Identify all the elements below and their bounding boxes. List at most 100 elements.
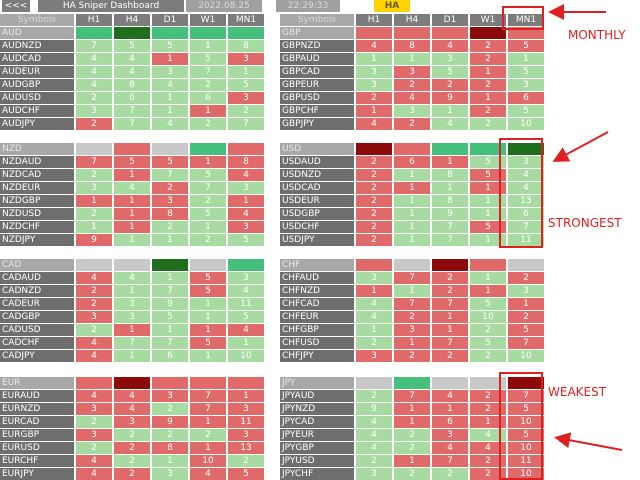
- table-row[interactable]: JPYUSD 2 1 7 2 11: [280, 455, 550, 467]
- table-row[interactable]: CHFGBP 1 3 1 2 5: [280, 324, 550, 336]
- table-row[interactable]: AUDCAD 4 4 1 5 3: [0, 53, 270, 65]
- table-row[interactable]: NZDJPY 9 1 1 2 5: [0, 234, 270, 246]
- symbol-label[interactable]: GBPEUR: [280, 79, 354, 91]
- table-row[interactable]: AUDUSD 2 6 1 6 3: [0, 92, 270, 104]
- symbol-label[interactable]: AUDCAD: [0, 53, 74, 65]
- symbol-label[interactable]: CHFGBP: [280, 324, 354, 336]
- table-row[interactable]: CHFUSD 2 1 7 5 7: [280, 337, 550, 349]
- symbol-label[interactable]: JPYEUR: [280, 429, 354, 441]
- table-row[interactable]: JPYCHF 3 2 2 2 10: [280, 468, 550, 480]
- table-row[interactable]: GBPUSD 2 4 9 1 6: [280, 92, 550, 104]
- table-row[interactable]: CHFCAD 4 7 7 5 1: [280, 298, 550, 310]
- symbol-label[interactable]: NZDCAD: [0, 169, 74, 181]
- symbol-label[interactable]: USDEUR: [280, 195, 354, 207]
- symbol-label[interactable]: JPYGBP: [280, 442, 354, 454]
- table-row[interactable]: JPYGBP 4 2 4 4 10: [280, 442, 550, 454]
- table-row[interactable]: CADGBP 3 3 5 1 5: [0, 311, 270, 323]
- symbol-label[interactable]: CHFNZD: [280, 285, 354, 297]
- symbol-label[interactable]: USDJPY: [280, 234, 354, 246]
- symbol-label[interactable]: GBPCHF: [280, 105, 354, 117]
- symbol-label[interactable]: AUDGBP: [0, 79, 74, 91]
- table-row[interactable]: CADAUD 4 4 1 5 3: [0, 272, 270, 284]
- table-row[interactable]: USDJPY 2 1 7 1 11: [280, 234, 550, 246]
- symbol-label[interactable]: JPYCAD: [280, 416, 354, 428]
- table-row[interactable]: GBPCAD 3 3 5 1 5: [280, 66, 550, 78]
- table-row[interactable]: CHFNZD 1 1 2 1 3: [280, 285, 550, 297]
- symbol-label[interactable]: CHFAUD: [280, 272, 354, 284]
- symbol-label[interactable]: USDGBP: [280, 208, 354, 220]
- table-row[interactable]: EURCHF 4 2 1 10 2: [0, 455, 270, 467]
- symbol-label[interactable]: GBPJPY: [280, 118, 354, 130]
- symbol-label[interactable]: CHFEUR: [280, 311, 354, 323]
- table-row[interactable]: CHFEUR 4 2 1 10 2: [280, 311, 550, 323]
- symbol-label[interactable]: USDNZD: [280, 169, 354, 181]
- table-row[interactable]: CADUSD 2 1 1 1 4: [0, 324, 270, 336]
- symbol-label[interactable]: CADNZD: [0, 285, 74, 297]
- symbol-label[interactable]: AUDCHF: [0, 105, 74, 117]
- table-row[interactable]: NZDAUD 7 5 5 1 8: [0, 156, 270, 168]
- table-row[interactable]: NZDUSD 2 1 8 5 4: [0, 208, 270, 220]
- symbol-label[interactable]: EURNZD: [0, 403, 74, 415]
- symbol-label[interactable]: GBPCAD: [280, 66, 354, 78]
- symbol-label[interactable]: EURAUD: [0, 390, 74, 402]
- symbol-label[interactable]: EURUSD: [0, 442, 74, 454]
- symbol-label[interactable]: EURCAD: [0, 416, 74, 428]
- table-row[interactable]: EURAUD 4 4 3 7 1: [0, 390, 270, 402]
- symbol-label[interactable]: CADJPY: [0, 350, 74, 362]
- symbol-label[interactable]: NZDAUD: [0, 156, 74, 168]
- table-row[interactable]: CADCHF 4 7 7 5 1: [0, 337, 270, 349]
- symbol-label[interactable]: NZDGBP: [0, 195, 74, 207]
- table-row[interactable]: AUDNZD 7 5 5 1 8: [0, 40, 270, 52]
- symbol-label[interactable]: USDCHF: [280, 221, 354, 233]
- table-row[interactable]: JPYAUD 2 7 4 2 7: [280, 390, 550, 402]
- symbol-label[interactable]: CADAUD: [0, 272, 74, 284]
- symbol-label[interactable]: EURCHF: [0, 455, 74, 467]
- ha-mode-button[interactable]: HA: [374, 0, 410, 12]
- symbol-label[interactable]: GBPUSD: [280, 92, 354, 104]
- symbol-label[interactable]: CHFUSD: [280, 337, 354, 349]
- table-row[interactable]: USDAUD 2 6 1 5 3: [280, 156, 550, 168]
- symbol-label[interactable]: AUDNZD: [0, 40, 74, 52]
- table-row[interactable]: NZDGBP 1 1 3 2 1: [0, 195, 270, 207]
- table-row[interactable]: JPYCAD 4 1 6 1 10: [280, 416, 550, 428]
- table-row[interactable]: EURNZD 3 4 2 7 3: [0, 403, 270, 415]
- table-row[interactable]: GBPAUD 1 1 3 2 1: [280, 53, 550, 65]
- symbol-label[interactable]: CADCHF: [0, 337, 74, 349]
- table-row[interactable]: GBPNZD 4 8 4 2 5: [280, 40, 550, 52]
- table-row[interactable]: CHFAUD 3 7 2 1 2: [280, 272, 550, 284]
- table-row[interactable]: NZDEUR 3 4 2 7 3: [0, 182, 270, 194]
- symbol-label[interactable]: CADEUR: [0, 298, 74, 310]
- table-row[interactable]: AUDCHF 3 7 1 1 2: [0, 105, 270, 117]
- table-row[interactable]: USDGBP 2 1 9 1 6: [280, 208, 550, 220]
- table-row[interactable]: JPYEUR 4 2 3 4 5: [280, 429, 550, 441]
- table-row[interactable]: EURGBP 3 2 2 2 3: [0, 429, 270, 441]
- symbol-label[interactable]: JPYCHF: [280, 468, 354, 480]
- table-row[interactable]: NZDCHF 1 1 2 1 3: [0, 221, 270, 233]
- symbol-label[interactable]: JPYAUD: [280, 390, 354, 402]
- table-row[interactable]: CADNZD 2 1 7 5 4: [0, 285, 270, 297]
- table-row[interactable]: CHFJPY 3 2 2 2 10: [280, 350, 550, 362]
- symbol-label[interactable]: USDAUD: [280, 156, 354, 168]
- table-row[interactable]: USDEUR 2 1 8 1 13: [280, 195, 550, 207]
- table-row[interactable]: NZDCAD 2 1 7 5 4: [0, 169, 270, 181]
- table-row[interactable]: AUDEUR 4 4 3 7 1: [0, 66, 270, 78]
- table-row[interactable]: USDNZD 2 1 8 5 4: [280, 169, 550, 181]
- symbol-label[interactable]: USDCAD: [280, 182, 354, 194]
- table-row[interactable]: USDCAD 2 1 1 1 4: [280, 182, 550, 194]
- table-row[interactable]: AUDGBP 4 8 4 2 5: [0, 79, 270, 91]
- table-row[interactable]: AUDJPY 2 7 4 2 7: [0, 118, 270, 130]
- table-row[interactable]: GBPJPY 4 2 4 2 10: [280, 118, 550, 130]
- symbol-label[interactable]: AUDUSD: [0, 92, 74, 104]
- back-button[interactable]: <<<: [2, 0, 30, 12]
- symbol-label[interactable]: JPYUSD: [280, 455, 354, 467]
- symbol-label[interactable]: EURJPY: [0, 468, 74, 480]
- symbol-label[interactable]: NZDEUR: [0, 182, 74, 194]
- table-row[interactable]: USDCHF 2 1 7 5 7: [280, 221, 550, 233]
- symbol-label[interactable]: NZDUSD: [0, 208, 74, 220]
- symbol-label[interactable]: GBPAUD: [280, 53, 354, 65]
- table-row[interactable]: EURUSD 2 2 8 1 13: [0, 442, 270, 454]
- symbol-label[interactable]: AUDJPY: [0, 118, 74, 130]
- symbol-label[interactable]: JPYNZD: [280, 403, 354, 415]
- table-row[interactable]: EURJPY 4 2 3 4 5: [0, 468, 270, 480]
- table-row[interactable]: GBPEUR 3 2 2 2 3: [280, 79, 550, 91]
